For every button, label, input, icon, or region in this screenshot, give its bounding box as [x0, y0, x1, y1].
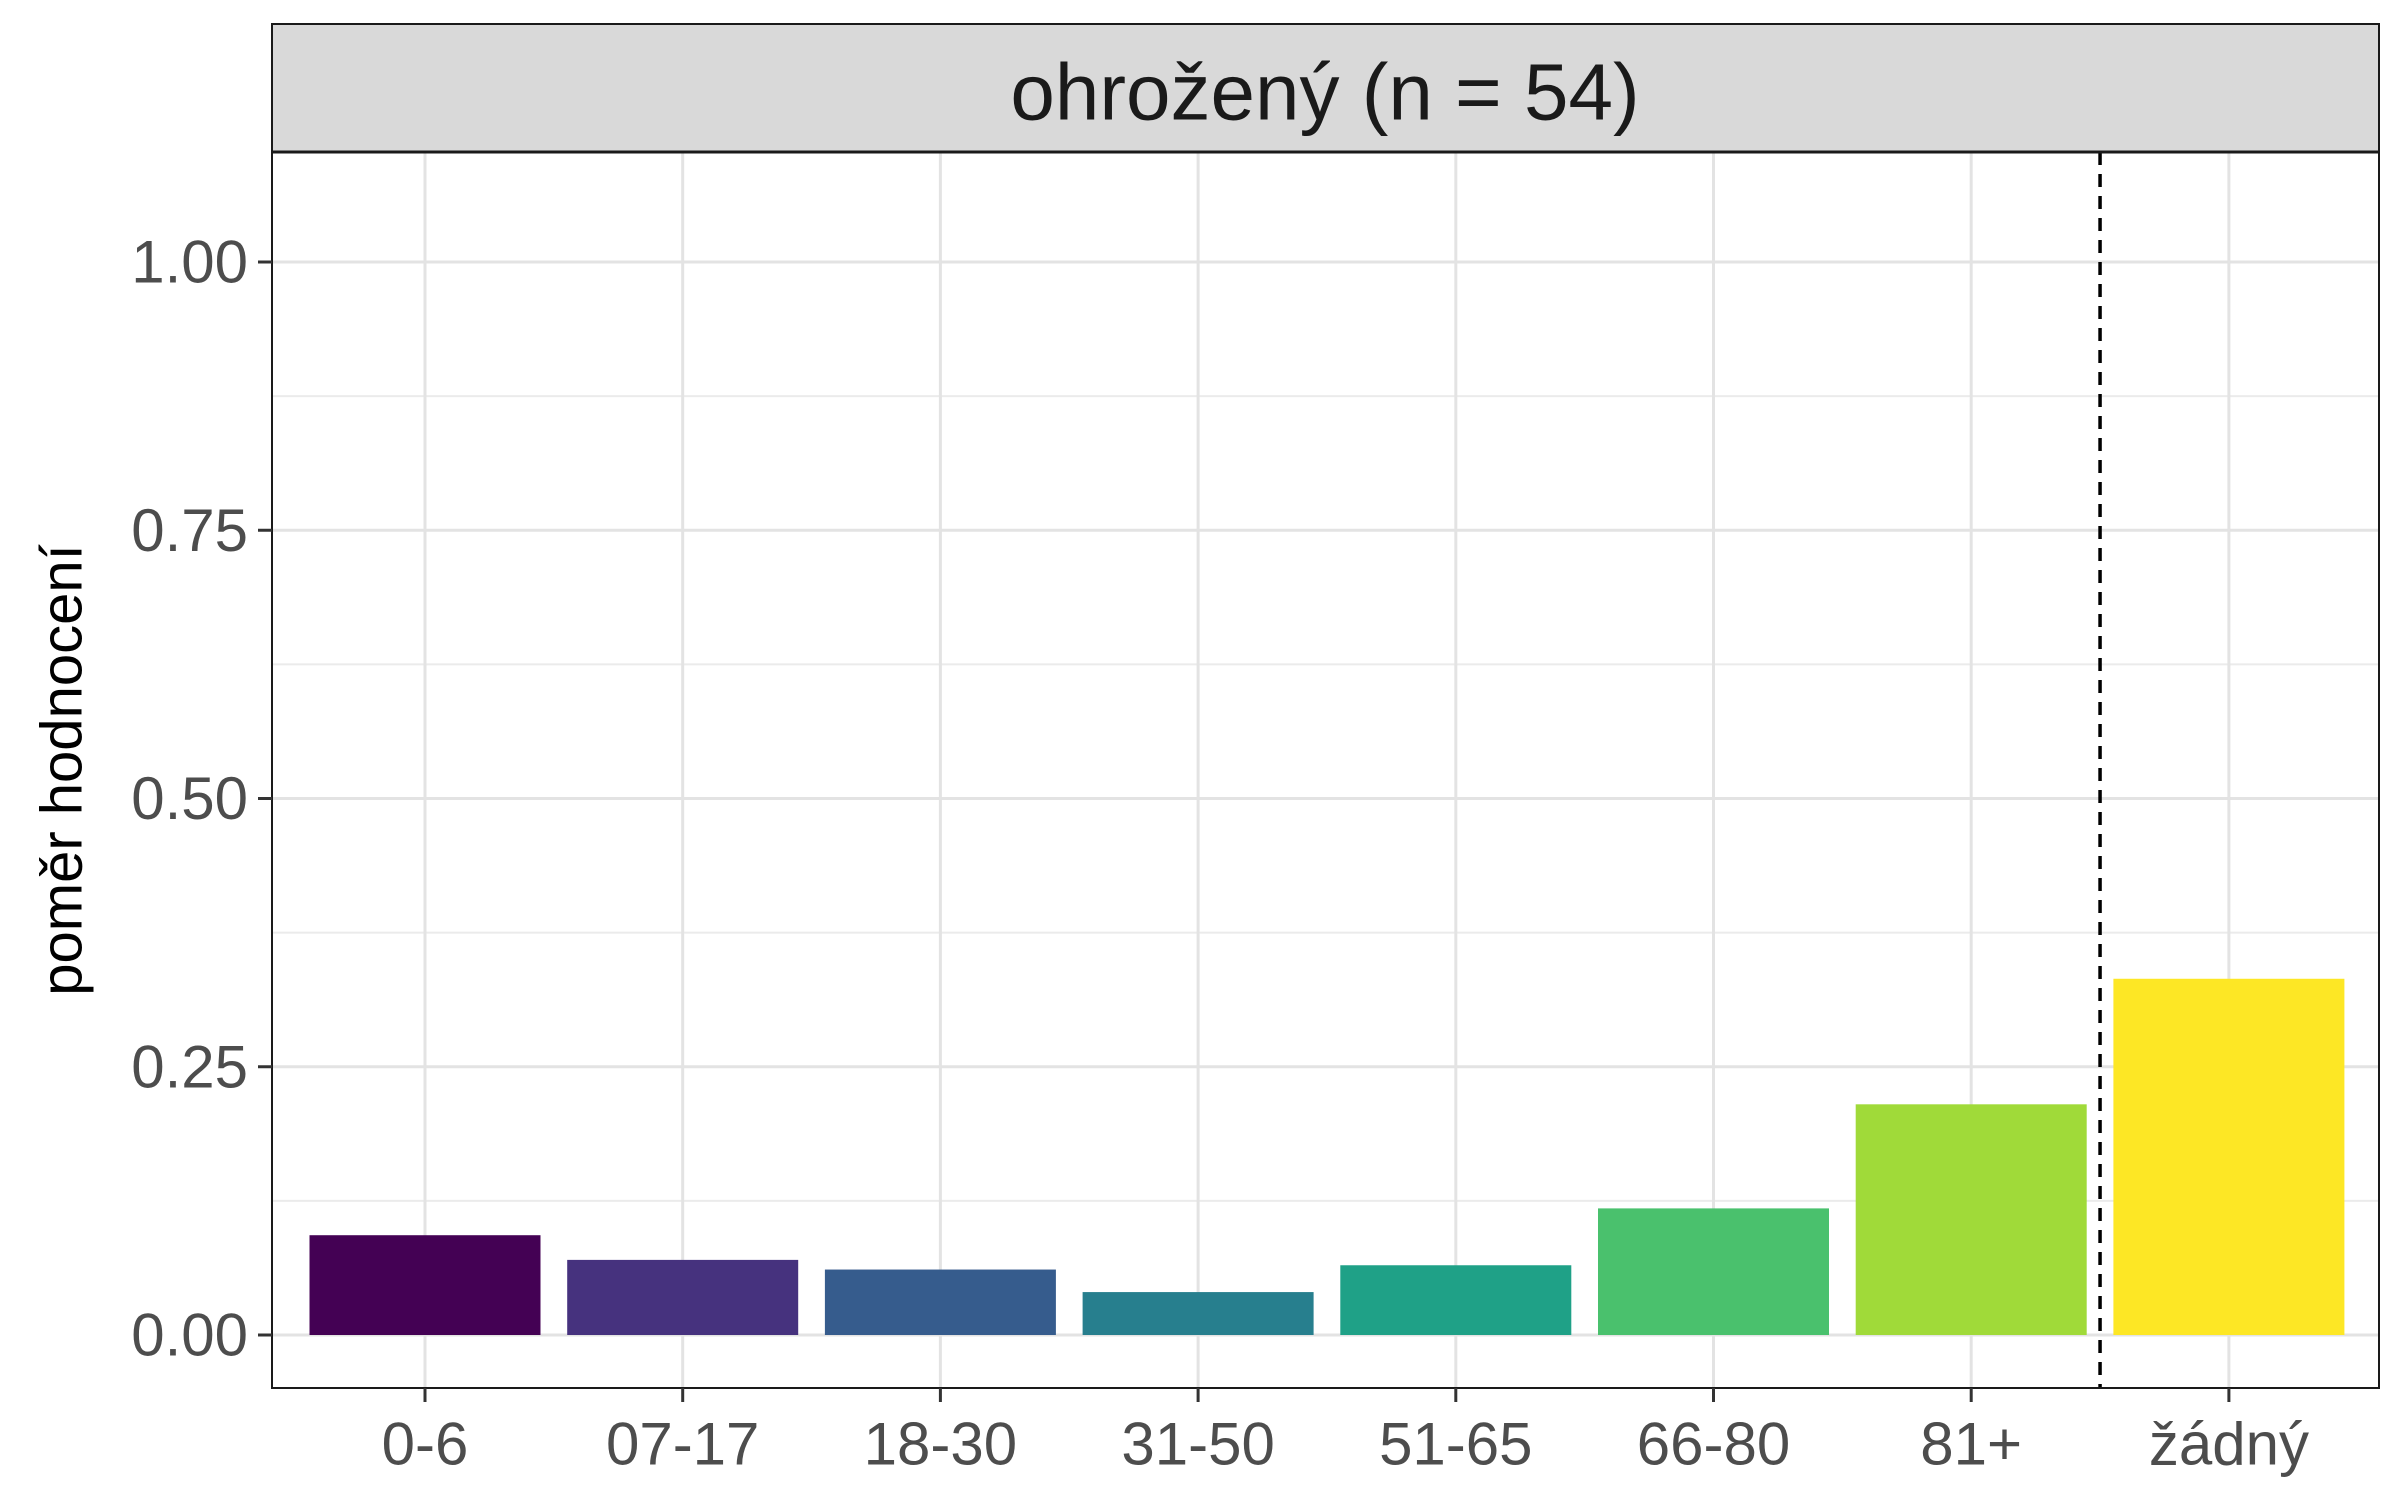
bar-žádný	[2113, 978, 2345, 1335]
y-axis: 0.00 0.25 0.50 0.75 1.00	[131, 229, 272, 1369]
major-gridlines	[272, 152, 2379, 1388]
y-tick-label: 0.00	[131, 1302, 248, 1369]
y-tick-label: 1.00	[131, 229, 248, 296]
x-axis: 0-6 07-17 18-30 31-50 51-65 66-80 81+ žádný	[382, 1388, 2309, 1478]
x-tick-label: 0-6	[382, 1411, 469, 1478]
x-tick-label: 66-80	[1637, 1411, 1790, 1478]
bar-0-6	[309, 1235, 541, 1335]
y-tick-label: 0.75	[131, 497, 248, 564]
bar-51-65	[1340, 1265, 1572, 1335]
bar-18-30	[824, 1269, 1056, 1335]
bar-31-50	[1082, 1292, 1314, 1335]
x-tick-label: 07-17	[606, 1411, 759, 1478]
x-tick-label: 51-65	[1379, 1411, 1532, 1478]
y-axis-title: poměr hodnocení	[30, 544, 95, 995]
bar-07-17	[567, 1259, 799, 1335]
facet-title: ohrožený (n = 54)	[1010, 48, 1639, 137]
bars	[309, 978, 2345, 1335]
facet-strip	[271, 23, 2380, 153]
bar-81+	[1855, 1104, 2087, 1335]
x-tick-label: 18-30	[864, 1411, 1017, 1478]
x-tick-label: žádný	[2149, 1411, 2309, 1478]
y-tick-label: 0.50	[131, 765, 248, 832]
bar-66-80	[1598, 1208, 1829, 1335]
x-tick-label: 81+	[1920, 1411, 2022, 1478]
x-tick-label: 31-50	[1121, 1411, 1274, 1478]
y-tick-label: 0.25	[131, 1033, 248, 1100]
